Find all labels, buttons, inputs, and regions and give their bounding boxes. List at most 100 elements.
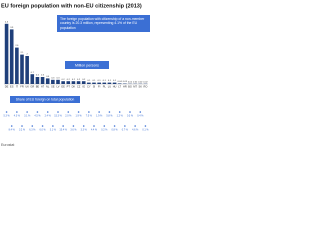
share-label: 6.3 % [29,129,36,132]
x-tick-label: CZ [77,85,81,89]
data-label: 0.2 [77,79,81,81]
share-label: 2.4 % [45,115,52,118]
data-label: 0.1 [108,80,112,82]
bar [102,82,107,84]
bar [81,81,86,84]
source: Eurostat [1,143,14,147]
share-dot [82,125,85,127]
share-dot [93,125,95,127]
y-label-box [65,61,109,69]
bar [66,81,71,84]
bar [40,77,45,84]
data-label: 0.1 [87,80,91,82]
x-tick-label: DE [5,85,9,89]
share-label: 8.4 % [9,129,16,132]
share-dot [21,125,23,127]
shares-label: Share of EU foreign on total population [16,98,75,102]
chart-title: EU foreign population with non-EU citize… [1,3,142,9]
data-label: 0.03 [123,81,128,83]
data-label: 2 [27,54,29,56]
share-label: 3.1 % [24,115,31,118]
share-label: 4.3 % [14,115,21,118]
share-dot [5,111,8,113]
share-dot [41,125,44,127]
x-tick-label: SI [93,85,96,89]
data-label: 0.02 [138,81,143,83]
share-label: 1.2 % [117,115,124,118]
share-label: 6.0 % [40,129,47,132]
share-label: 1.9 % [96,115,103,118]
chart-svg: EU foreign population with non-EU citize… [1,3,149,147]
share-dot [16,111,18,113]
x-tick-label: LV [57,85,60,89]
share-dot [118,111,121,113]
y-label: Million persons [75,63,99,67]
data-label: 0.3 [51,77,55,79]
chart: EU foreign population with non-EU citize… [0,0,150,150]
share-dot [124,125,126,127]
bar [76,81,81,84]
share-dot [144,125,147,127]
data-label: 0.02 [133,81,138,83]
annotation: The foreign population with citizenship … [57,15,150,32]
x-tick-label: UK [25,85,29,89]
share-label: 3.1 % [50,129,57,132]
share-label: 0.8 % [112,129,119,132]
data-label: 0.3 [56,77,60,79]
x-tick-label: GR [30,85,34,89]
data-label: 2.1 [20,52,24,54]
data-label: 0.1 [98,80,102,82]
share-label: 0.4 % [137,115,144,118]
share-label: 15.3 % [54,115,62,118]
x-tick-label: FI [98,85,101,89]
share-label: 4.6 % [132,129,139,132]
bar [9,29,14,84]
share-dot [103,125,106,127]
share-dot [88,111,90,113]
data-label: 0.1 [92,80,96,82]
share-label: 5.3 % [4,115,11,118]
x-tick-label: CY [87,85,91,89]
x-tick-label: HU [113,85,117,89]
x-tick-label: SE [51,85,55,89]
share-dot [98,111,100,113]
shares-label-box [10,96,80,103]
data-label: 0.2 [82,79,86,81]
share-dot [67,111,70,113]
x-tick-label: BE [36,85,40,89]
bar [56,79,60,84]
share-dot [129,111,131,113]
share-dot [139,111,142,113]
x-tick-label: BG [128,85,132,89]
data-label: 0.5 [36,75,40,77]
share-label: 2.0 % [65,115,72,118]
share-label: 1.9 % [76,115,83,118]
share-label: 0.7 % [122,129,129,132]
share-label: 15.4 % [59,129,67,132]
share-label: 4.5 % [34,115,41,118]
x-tick-label: DK [72,85,76,89]
data-label: 0.2 [62,79,66,81]
share-dot [57,111,59,113]
x-tick-label: PT [67,85,71,89]
share-label: 7.5 % [86,115,93,118]
share-label: 0.3 % [127,115,134,118]
share-dot [108,111,111,113]
share-dot [31,125,34,127]
x-tick-label: MT [133,85,137,89]
bar [4,23,9,84]
data-label: 0.1 [103,80,107,82]
bar [97,82,101,84]
share-dot [52,125,54,127]
data-label: 0.02 [128,81,133,83]
bar [15,47,19,84]
bar [117,83,122,84]
data-label: 0.04 [118,81,123,83]
bar [20,54,24,84]
share-dot [46,111,49,113]
x-tick-label: PL [103,85,107,89]
share-label: 3.6 % [70,129,77,132]
x-tick-label: HR [123,85,127,89]
share-dot [36,111,39,113]
bar [61,81,65,84]
